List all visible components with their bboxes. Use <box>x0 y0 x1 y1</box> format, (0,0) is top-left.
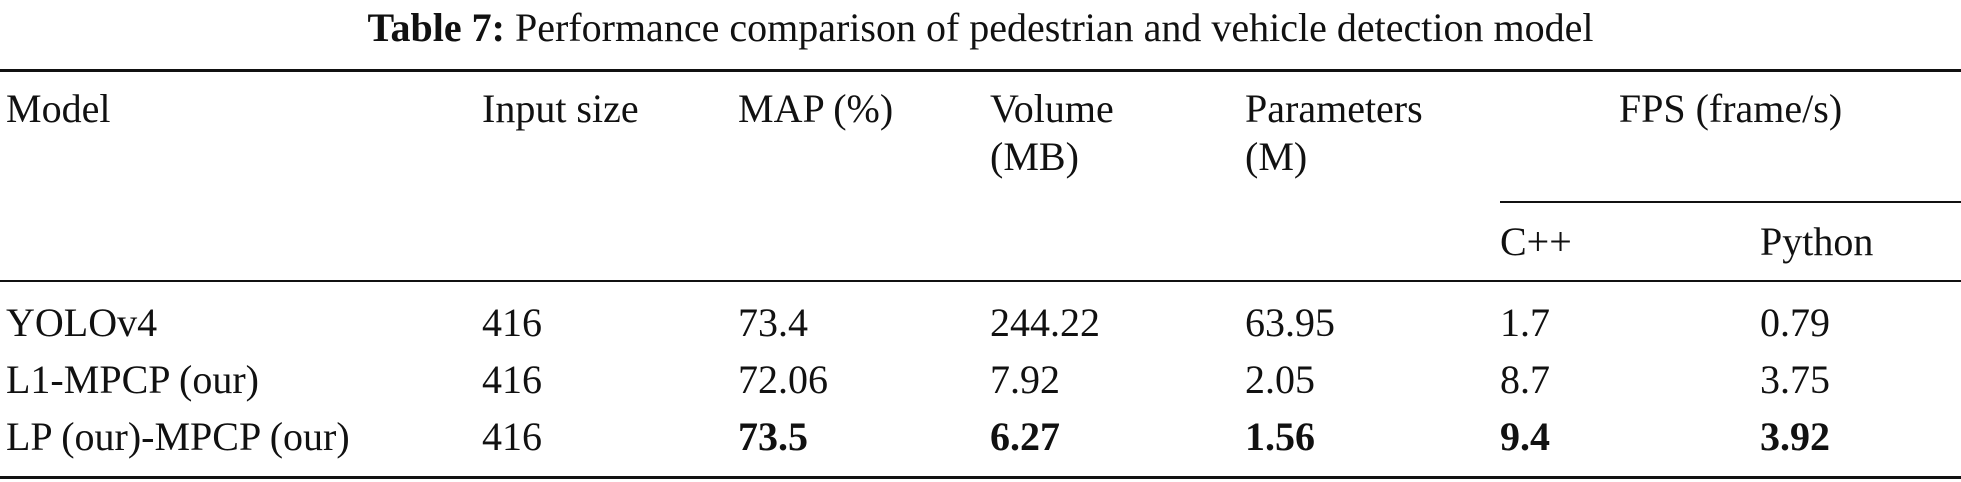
row-2-map: 72.06 <box>738 357 828 402</box>
row-3-parameters: 1.56 <box>1245 414 1315 459</box>
row-2-model: L1-MPCP (our) <box>6 357 259 402</box>
top-rule <box>0 69 1961 72</box>
row-2-fps-cpp: 8.7 <box>1500 357 1550 402</box>
header-input-size: Input size <box>482 86 639 131</box>
header-model: Model <box>6 86 111 131</box>
header-fps-python: Python <box>1760 219 1874 264</box>
table-caption-label: Table 7: <box>367 5 505 50</box>
table-caption: Table 7: Performance comparison of pedes… <box>0 4 1961 52</box>
bottom-rule <box>0 476 1961 479</box>
row-2-fps-python: 3.75 <box>1760 357 1830 402</box>
row-3-input-size: 416 <box>482 414 542 459</box>
row-1-fps-cpp: 1.7 <box>1500 300 1550 345</box>
row-2-volume: 7.92 <box>990 357 1060 402</box>
header-rule <box>0 280 1961 282</box>
header-parameters-line2: (M) <box>1245 134 1308 179</box>
header-fps: FPS (frame/s) <box>1618 86 1843 131</box>
row-1-map: 73.4 <box>738 300 808 345</box>
row-3-fps-python: 3.92 <box>1760 414 1830 459</box>
row-2-input-size: 416 <box>482 357 542 402</box>
row-1-volume: 244.22 <box>990 300 1100 345</box>
row-3-fps-cpp: 9.4 <box>1500 414 1550 459</box>
row-3-volume: 6.27 <box>990 414 1060 459</box>
row-1-parameters: 63.95 <box>1245 300 1335 345</box>
fps-subheader-rule <box>1500 201 1961 203</box>
row-3-model: LP (our)-MPCP (our) <box>6 414 350 459</box>
row-1-model: YOLOv4 <box>6 300 158 345</box>
row-3-map: 73.5 <box>738 414 808 459</box>
header-fps-cpp: C++ <box>1500 219 1572 264</box>
row-1-input-size: 416 <box>482 300 542 345</box>
header-map: MAP (%) <box>738 86 894 131</box>
header-parameters-line1: Parameters <box>1245 86 1423 131</box>
row-1-fps-python: 0.79 <box>1760 300 1830 345</box>
table-caption-text: Performance comparison of pedestrian and… <box>514 5 1594 50</box>
header-volume-line1: Volume <box>990 86 1114 131</box>
row-2-parameters: 2.05 <box>1245 357 1315 402</box>
header-volume-line2: (MB) <box>990 134 1079 179</box>
